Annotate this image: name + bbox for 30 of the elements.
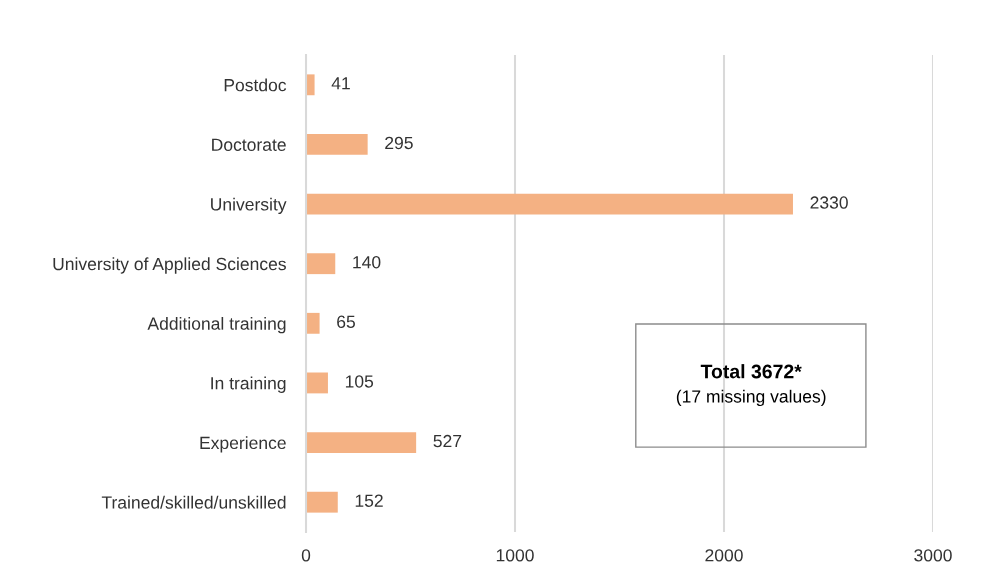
y-tick-label: Additional training — [147, 316, 286, 334]
data-label: 41 — [331, 77, 350, 90]
bar — [306, 193, 793, 215]
x-tick-label: 2000 — [705, 549, 743, 562]
y-tick-label: University of Applied Sciences — [53, 257, 286, 274]
annotation: Total 3672* — [700, 364, 802, 379]
bar — [306, 253, 336, 275]
y-tick-label: University — [211, 197, 287, 215]
bar — [306, 312, 320, 334]
bar — [306, 74, 315, 96]
y-tick-label: Doctorate — [212, 138, 286, 151]
data-label: 2330 — [810, 196, 848, 209]
bar — [306, 432, 417, 453]
data-label: 152 — [355, 494, 383, 507]
bar — [306, 372, 328, 394]
y-tick-label: Experience — [200, 436, 286, 453]
data-label: 295 — [385, 136, 413, 150]
x-tick-label: 0 — [301, 549, 311, 562]
y-tick-label: Trained/skilled/unskilled — [101, 495, 286, 509]
data-label: 65 — [337, 315, 355, 329]
y-tick-label: Postdoc — [224, 78, 287, 92]
data-label: 527 — [433, 434, 462, 448]
bar — [306, 491, 338, 513]
data-label: 140 — [353, 255, 381, 269]
annotation: (17 missing values) — [676, 389, 826, 407]
bar — [306, 134, 368, 155]
data-label: 105 — [345, 375, 374, 388]
x-tick-label: 1000 — [496, 549, 534, 562]
y-tick-label: In training — [211, 376, 286, 393]
x-tick-label: 3000 — [914, 549, 952, 562]
